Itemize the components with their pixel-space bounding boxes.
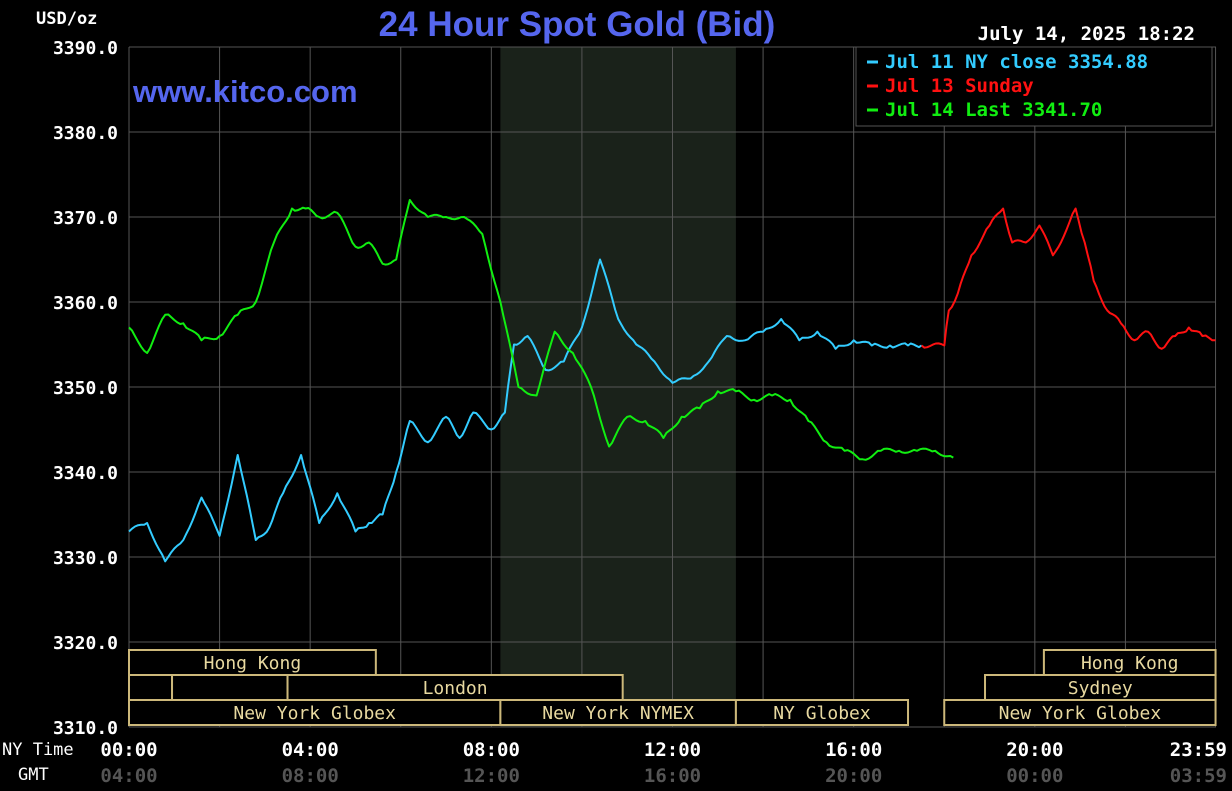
legend-label: Jul 14 Last 3341.70 [885,99,1102,121]
session-label: Hong Kong [204,653,302,674]
session-box [734,699,910,726]
session-label: New York NYMEX [542,703,694,724]
session-box [128,649,377,676]
session-label: New York Globex [999,703,1162,724]
legend-label: Jul 13 Sunday [885,75,1034,97]
session-box [171,674,289,701]
session-label: New York Globex [233,703,396,724]
x-tick-label-ny: 12:00 [644,739,701,761]
timestamp: July 14, 2025 18:22 [978,23,1195,45]
x-tick-label-gmt: 12:00 [463,765,520,787]
x-tick-label-gmt: 20:00 [825,765,882,787]
chart-title: 24 Hour Spot Gold (Bid) [379,5,776,44]
y-tick-label: 3350.0 [53,378,118,399]
y-tick-label: 3320.0 [53,633,118,654]
trading-sessions: Hong Kong London New York Globex New York N… [128,649,1217,726]
session-box [943,699,1217,726]
x-tick-label-gmt: 08:00 [282,765,339,787]
x-axis: NY Time GMT 00:00 04:00 08:00 12:00 16:00 20:00… [2,739,1227,787]
y-tick-label: 3390.0 [53,38,118,59]
y-tick-label: 3360.0 [53,293,118,314]
x-tick-label-ny: 20:00 [1006,739,1063,761]
unit-label: USD/oz [36,9,97,29]
session-label: London [423,678,488,699]
y-tick-label: 3340.0 [53,463,118,484]
x-tick-label-ny: 00:00 [100,739,157,761]
session-label: Sydney [1068,678,1133,699]
y-tick-label: 3380.0 [53,123,118,144]
x-tick-label-ny: 23:59 [1170,739,1227,761]
x-tick-label-gmt: 03:59 [1170,765,1227,787]
legend-box [855,46,1213,127]
price-series [128,199,1216,563]
session-box [1042,649,1217,676]
legend-label: Jul 11 NY close 3354.88 [885,51,1148,73]
x-tick-label-ny: 16:00 [825,739,882,761]
x-tick-label-gmt: 04:00 [100,765,157,787]
y-tick-label: 3310.0 [53,718,118,739]
x-tick-label-gmt: 00:00 [1006,765,1063,787]
x-tick-label-ny: 04:00 [282,739,339,761]
y-tick-label: 3370.0 [53,208,118,229]
x-tick-label-gmt: 16:00 [644,765,701,787]
session-box [128,674,174,701]
x-tick-label-ny: 08:00 [463,739,520,761]
price-line-jul13 [920,207,1216,350]
gmt-row-label: GMT [18,765,49,785]
session-label: NY Globex [773,703,871,724]
y-axis: 3390.0 3380.0 3370.0 3360.0 3350.0 3340.0 3330… [53,38,118,739]
price-line-jul14 [128,199,954,461]
watermark: www.kitco.com [132,74,358,109]
price-line-jul11 [128,258,923,563]
grid-lines [128,46,1217,728]
y-tick-label: 3330.0 [53,548,118,569]
session-label: Hong Kong [1081,653,1179,674]
ny-time-row-label: NY Time [2,740,74,760]
